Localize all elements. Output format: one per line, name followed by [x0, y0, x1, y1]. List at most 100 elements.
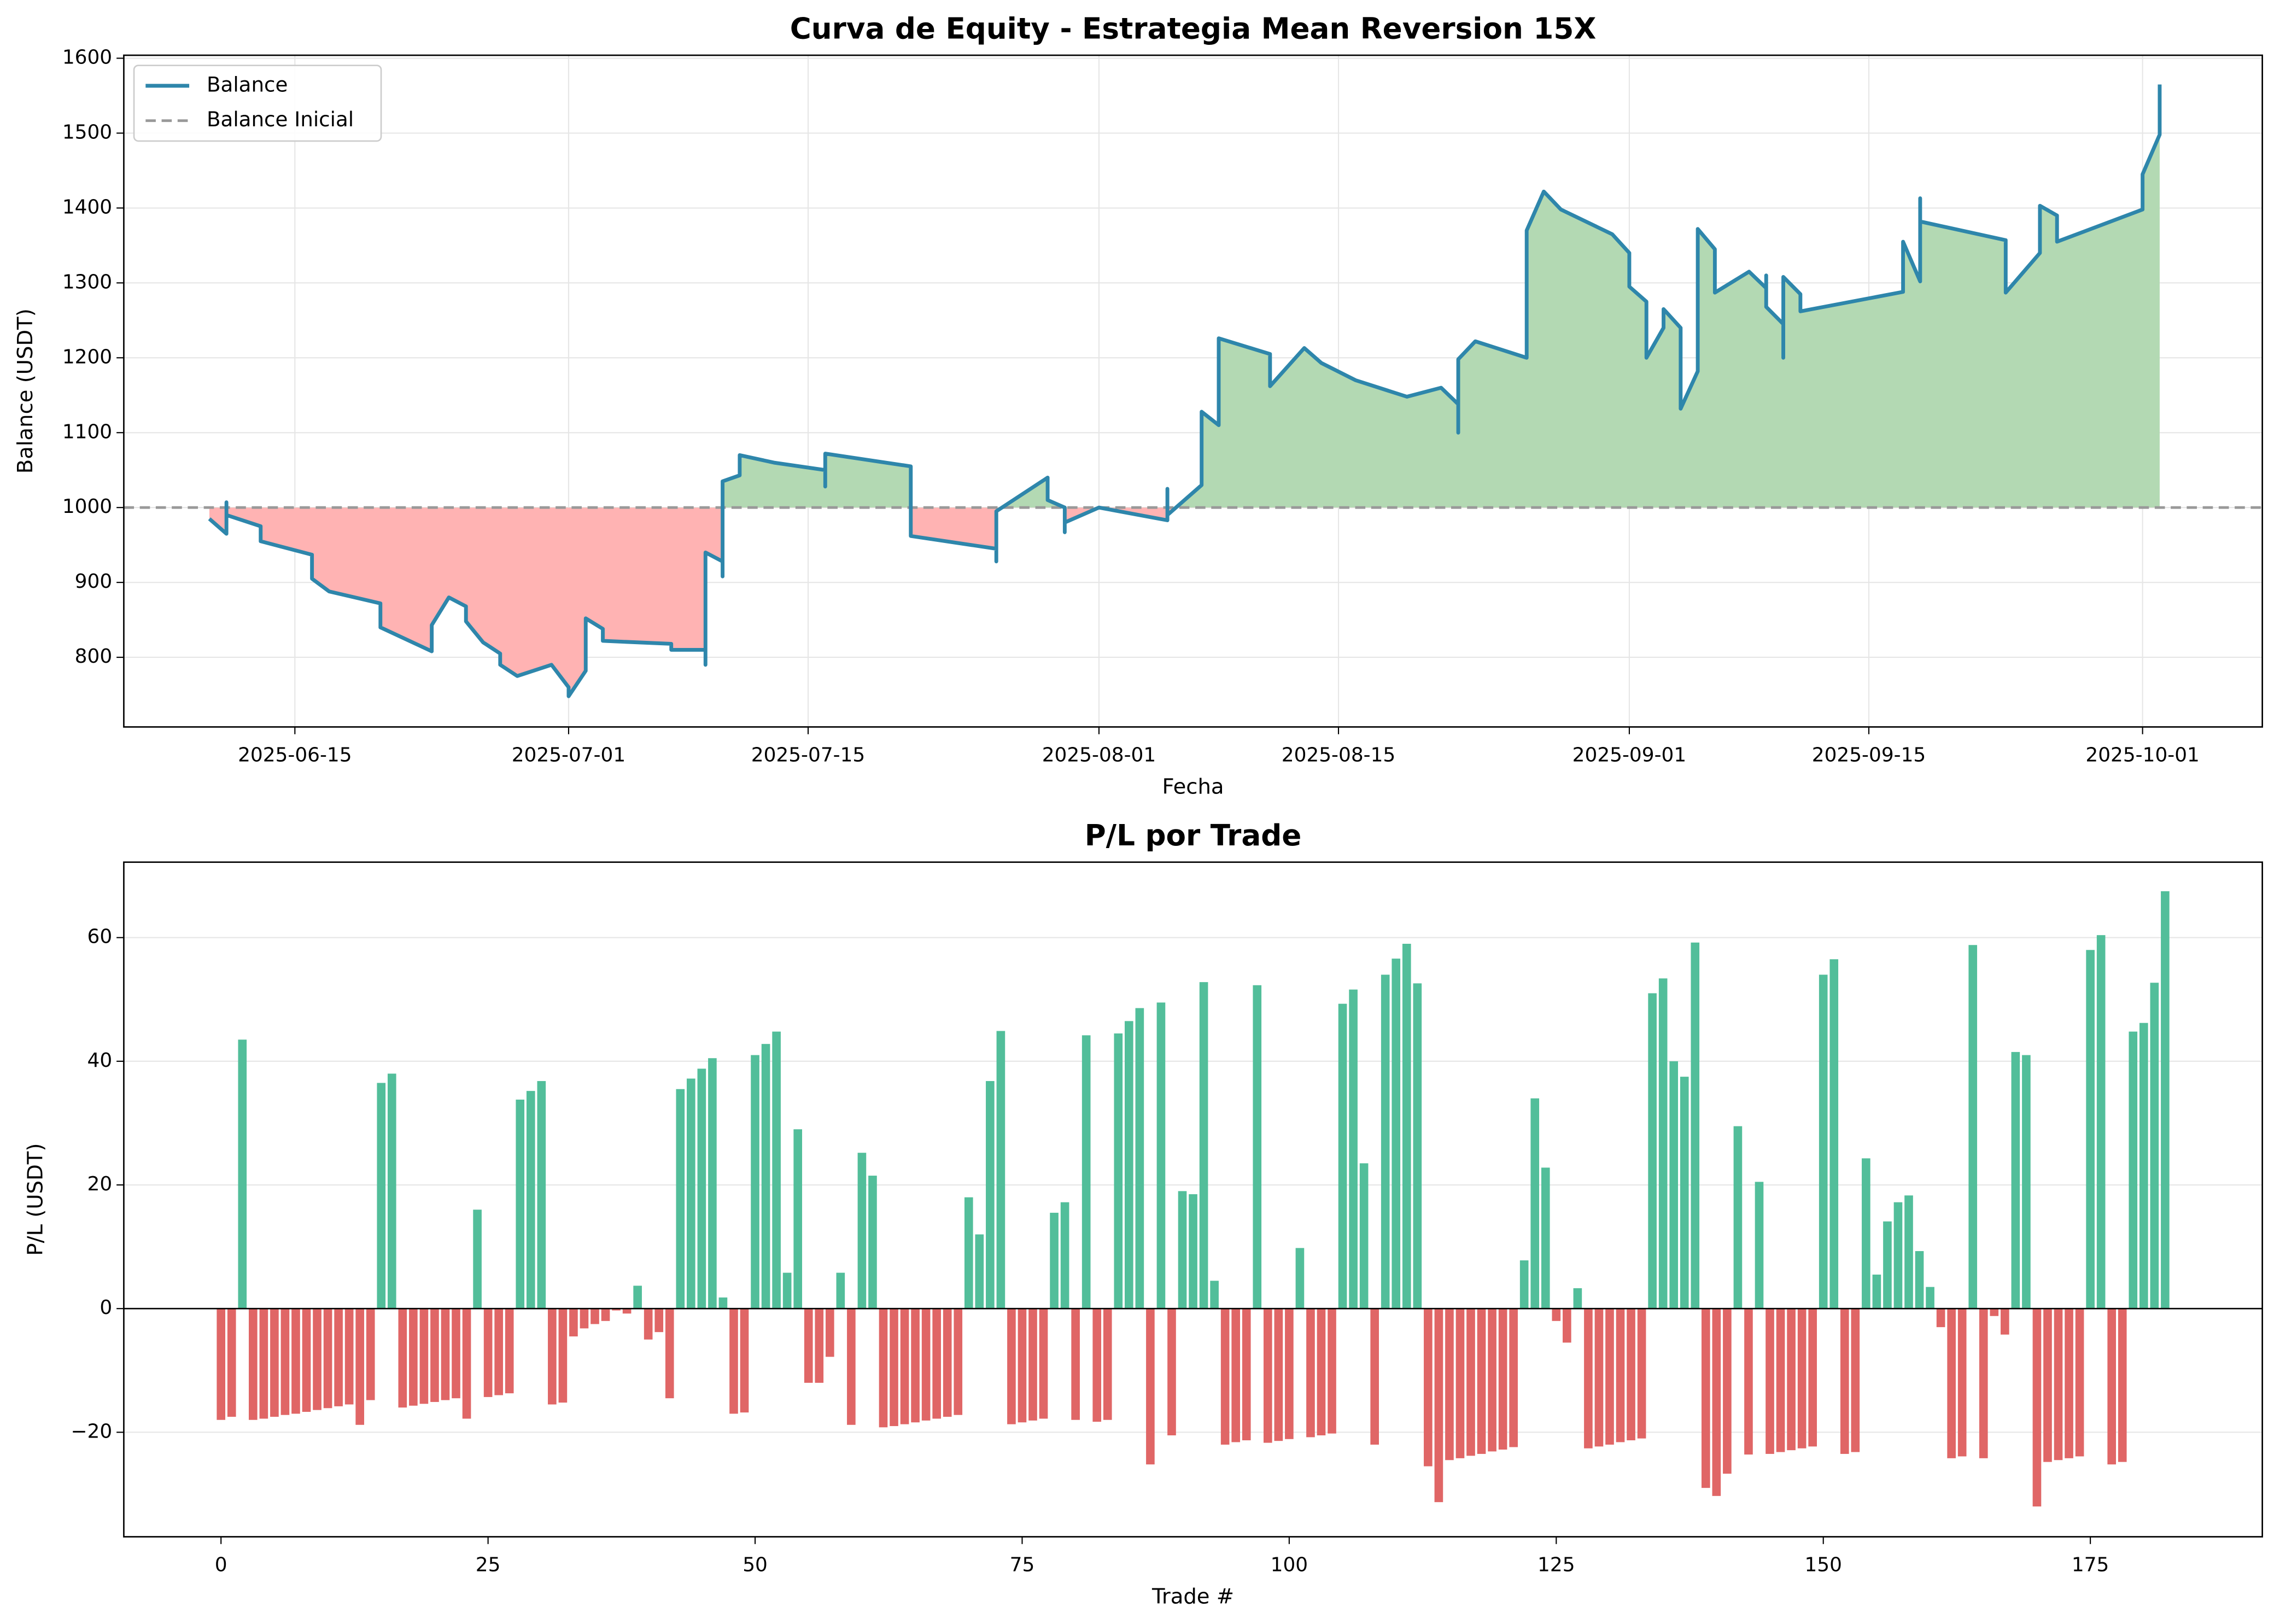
bar [1904, 1195, 1913, 1309]
bar [868, 1176, 877, 1309]
x-tick-label: 2025-09-15 [1812, 744, 1926, 767]
bar [601, 1308, 610, 1321]
bar [1498, 1308, 1507, 1450]
legend-label: Balance [207, 72, 288, 96]
bar [1957, 1308, 1967, 1457]
bar [1552, 1308, 1561, 1321]
bar [1648, 993, 1657, 1309]
bar [2150, 983, 2159, 1309]
bar [1220, 1308, 1230, 1445]
x-tick-label: 25 [476, 1554, 501, 1576]
bar [954, 1308, 963, 1415]
legend-label: Balance Inicial [207, 107, 354, 131]
bar [2107, 1308, 2117, 1465]
bar [1947, 1308, 1956, 1458]
bar [387, 1073, 396, 1309]
bar [1263, 1308, 1272, 1443]
bar [2022, 1055, 2031, 1309]
y-tick-label: 800 [75, 645, 112, 668]
y-tick-label: 1600 [62, 46, 112, 69]
bar [1274, 1308, 1283, 1441]
bar [836, 1272, 845, 1309]
bar [270, 1308, 279, 1417]
bar [1028, 1308, 1037, 1421]
bar [1039, 1308, 1048, 1419]
bar [1328, 1308, 1336, 1434]
bar [323, 1308, 332, 1409]
bar [740, 1308, 749, 1413]
y-tick-label: 60 [87, 926, 112, 948]
bar [1156, 1002, 1166, 1309]
x-tick-label: 75 [1010, 1554, 1035, 1576]
bar [409, 1308, 418, 1406]
bar [291, 1308, 300, 1414]
bar [1979, 1308, 1988, 1458]
bar [227, 1308, 236, 1417]
bar [1007, 1308, 1016, 1424]
bar [2086, 950, 2095, 1309]
bar [879, 1308, 888, 1428]
bar [1242, 1308, 1251, 1441]
x-tick-label: 2025-10-01 [2085, 744, 2200, 767]
bar [1285, 1308, 1294, 1439]
bar [921, 1308, 931, 1421]
bar [2075, 1308, 2084, 1457]
bar [1146, 1308, 1155, 1465]
y-tick-label: 1300 [62, 271, 112, 293]
bar [1851, 1308, 1860, 1452]
bar [2118, 1308, 2127, 1462]
bar [1189, 1194, 1197, 1309]
bar [1370, 1308, 1379, 1445]
bar [302, 1308, 311, 1412]
y-tick-label: −20 [71, 1420, 112, 1442]
bar [259, 1308, 268, 1419]
bar [2001, 1308, 2009, 1335]
bar [1060, 1202, 1069, 1309]
bar [1424, 1308, 1433, 1467]
bar [462, 1308, 471, 1419]
bar [665, 1308, 674, 1399]
bar [804, 1308, 813, 1383]
bar [1381, 974, 1390, 1309]
bar [1701, 1308, 1710, 1488]
bar [1723, 1308, 1732, 1474]
bar [2139, 1023, 2148, 1309]
bar [1199, 982, 1208, 1309]
bar [1829, 959, 1839, 1309]
bar [654, 1308, 664, 1333]
bar [452, 1308, 460, 1399]
bar [1125, 1021, 1133, 1309]
bar [1755, 1182, 1764, 1309]
bar [612, 1308, 621, 1311]
x-tick-label: 2025-09-01 [1572, 744, 1687, 767]
bar [1584, 1308, 1593, 1448]
bar [1253, 985, 1262, 1309]
x-tick-label: 2025-08-15 [1282, 744, 1396, 767]
bar [782, 1272, 792, 1309]
x-tick-label: 50 [743, 1554, 768, 1576]
bar [1434, 1308, 1443, 1503]
bar [1103, 1308, 1112, 1420]
bar [943, 1308, 952, 1417]
bar [900, 1308, 909, 1424]
bar [761, 1044, 770, 1309]
y-tick-label: 0 [100, 1296, 112, 1319]
bar [1359, 1163, 1369, 1309]
bar [1990, 1308, 1999, 1316]
bar [1712, 1308, 1721, 1496]
bar [1563, 1308, 1571, 1343]
x-axis-label: Fecha [1162, 775, 1224, 799]
bar [1392, 959, 1401, 1309]
x-tick-label: 2025-08-01 [1042, 744, 1156, 767]
bar [1519, 1260, 1529, 1309]
bar [2054, 1308, 2063, 1461]
bar [1936, 1308, 1945, 1328]
bar [687, 1078, 695, 1309]
bar [580, 1308, 589, 1329]
bar [1637, 1308, 1646, 1439]
bar [1787, 1308, 1796, 1451]
bar [441, 1308, 450, 1400]
bar [1605, 1308, 1614, 1445]
bar [1594, 1308, 1604, 1447]
